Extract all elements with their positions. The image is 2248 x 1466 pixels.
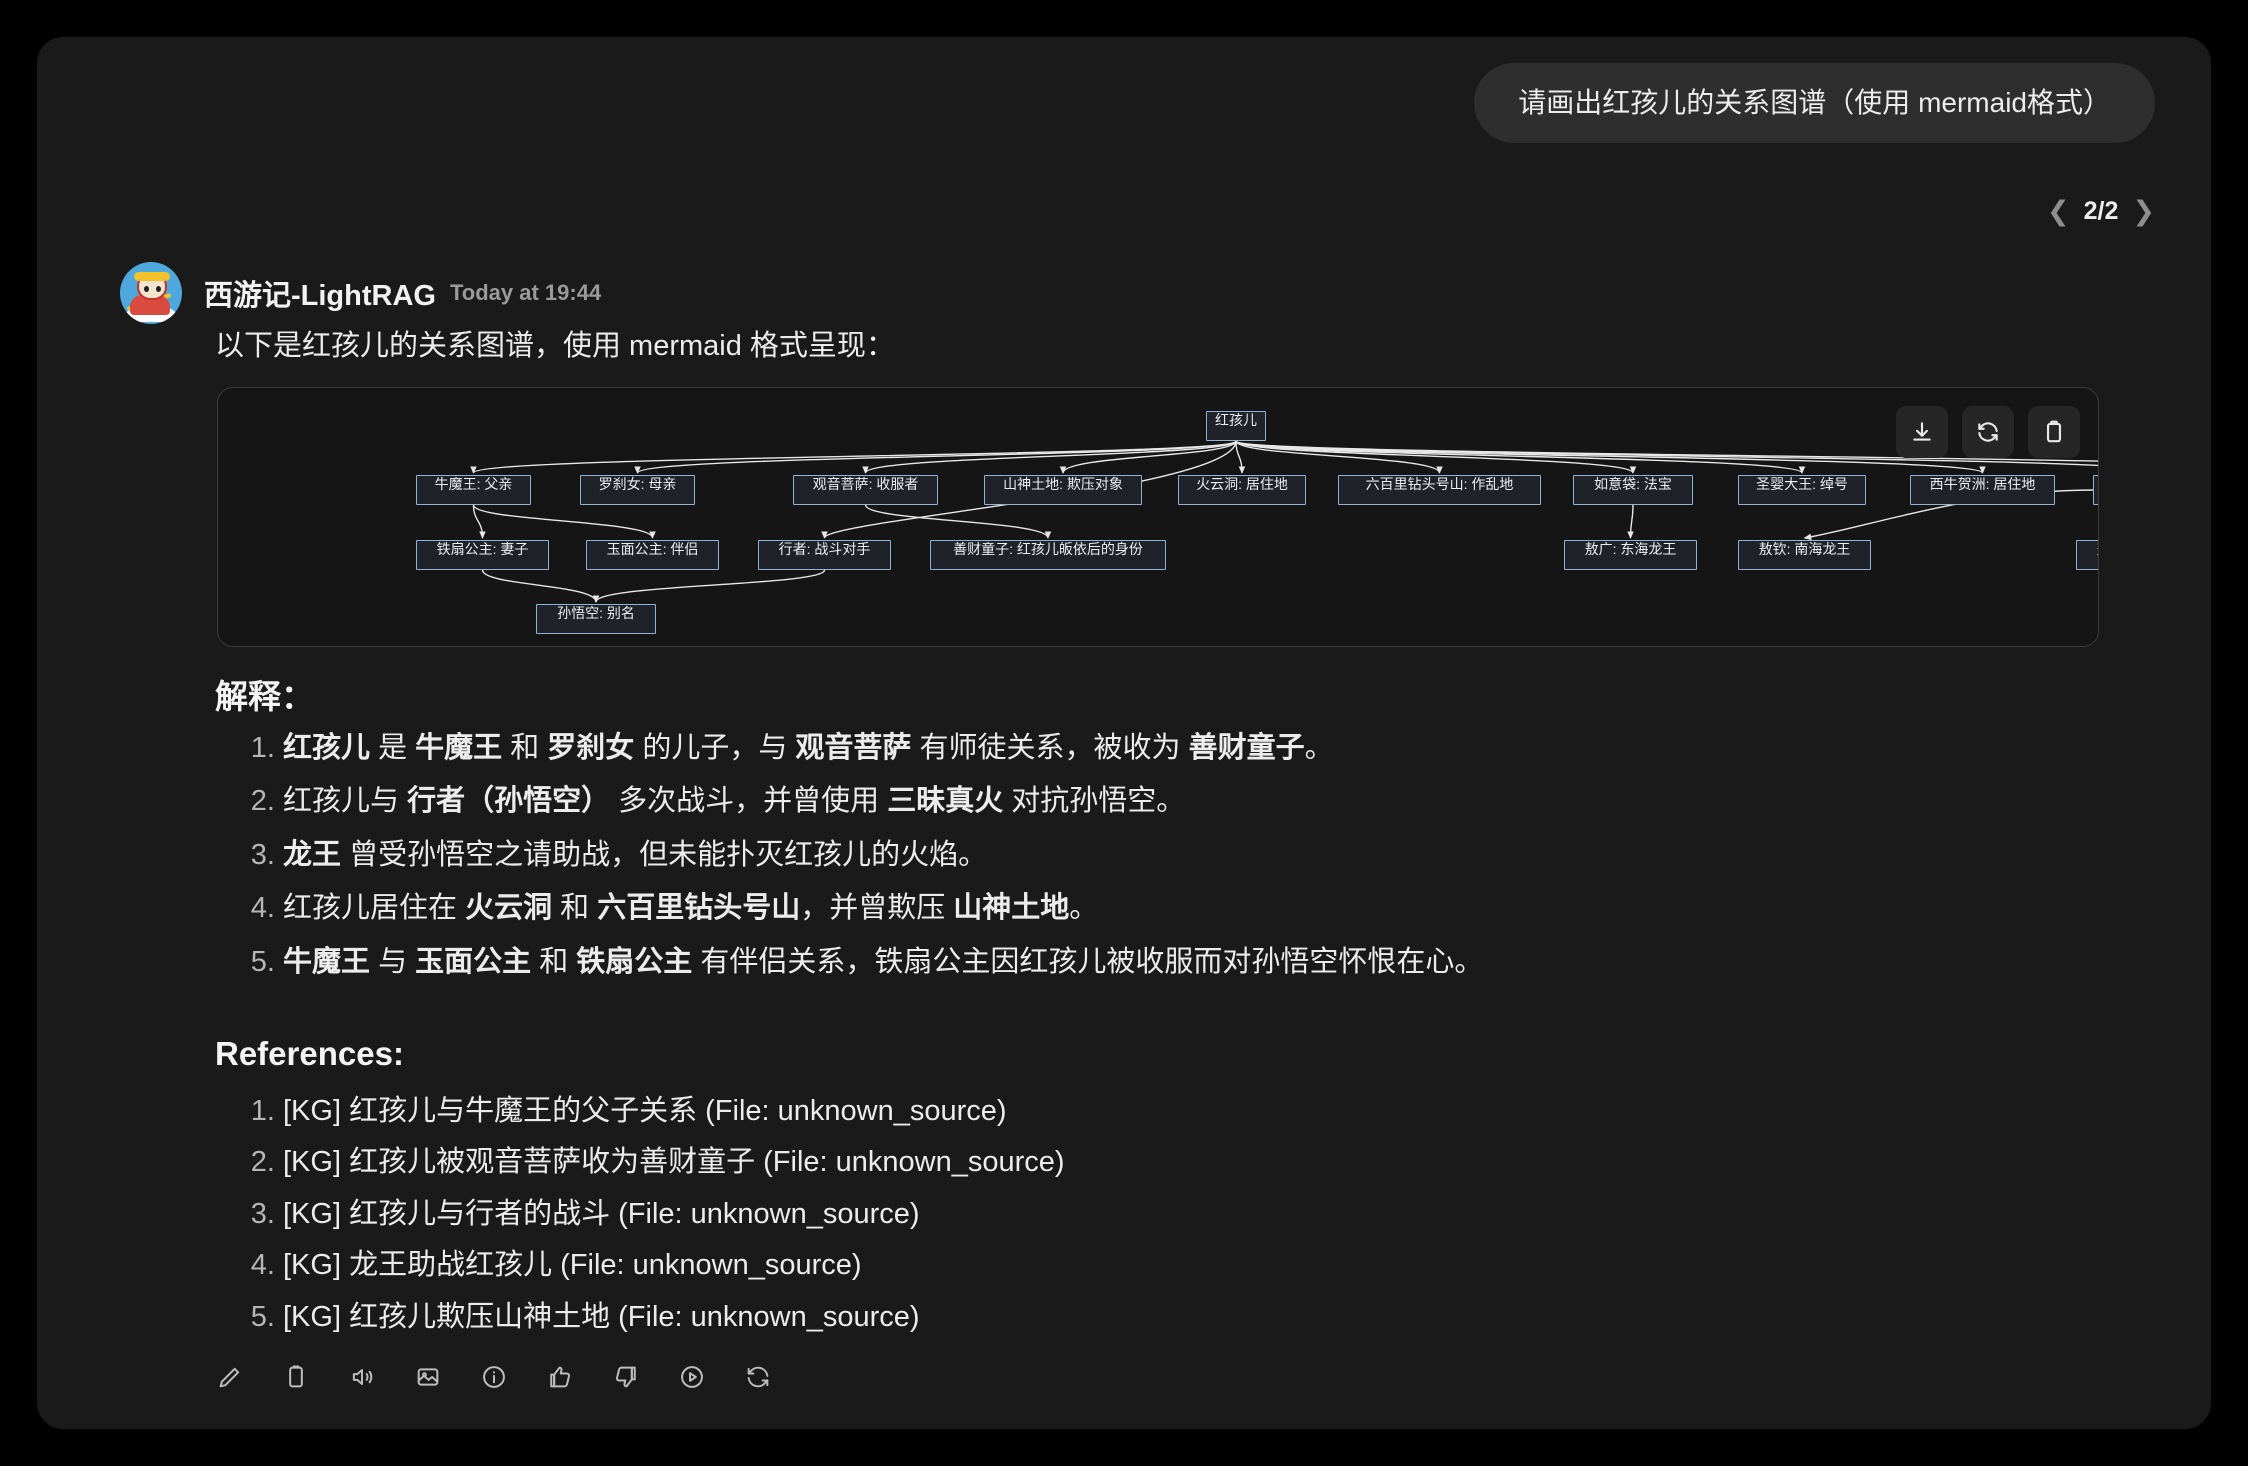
diagram-node[interactable]: 善财童子: 红孩儿皈依后的身份 [930,540,1166,570]
refresh-icon[interactable] [1962,406,2014,458]
diagram-edge [1235,440,1443,474]
thumbs-down-icon[interactable] [611,1362,641,1392]
user-prompt-bubble: 请画出红孩儿的关系图谱（使用 mermaid格式） [1474,63,2155,144]
diagram-edge [1235,440,1637,474]
diagram-edge [1059,440,1237,474]
refresh-icon[interactable] [743,1362,773,1392]
list-item: [KG] 红孩儿被观音菩萨收为善财童子 (File: unknown_sourc… [283,1143,2083,1182]
diagram-node[interactable]: 玉面公主: 伴侣 [586,540,719,570]
diagram-toolbar [1896,406,2080,458]
diagram-edge [472,504,656,539]
copy-icon[interactable] [281,1362,311,1392]
diagram-edge [1235,440,2098,462]
list-item: 红孩儿居住在 火云洞 和 六百里钻头号山，并曾欺压 山神土地。 [283,889,2083,928]
references-list: [KG] 红孩儿与牛魔王的父子关系 (File: unknown_source)… [215,1092,2083,1349]
message-action-bar [215,1362,773,1392]
diagram-node[interactable]: 六百里钻头号山: 作乱地 [1338,475,1541,505]
diagram-node[interactable]: 观音菩萨: 收服者 [793,475,938,505]
diagram-node[interactable]: 敖广: 东海龙王 [1564,540,1697,570]
diagram-edge [1235,440,1806,474]
diagram-node[interactable]: 孙悟空: 别名 [536,604,656,634]
diagram-edge [481,569,600,603]
diagram-edge [864,504,1052,539]
diagram-node[interactable]: 西牛贺洲: 居住地 [1910,475,2055,505]
diagram-node[interactable]: 如意袋: 法宝 [1573,475,1693,505]
diagram-node[interactable]: 罗刹女: 母亲 [580,475,695,505]
diagram-node[interactable]: 火云洞: 居住地 [1178,475,1306,505]
references-heading: References: [215,1035,404,1072]
download-icon[interactable] [1896,406,1948,458]
diagram-edge [1627,504,1634,539]
diagram-node[interactable]: 圣婴大王: 绰号 [1738,475,1866,505]
list-item: [KG] 红孩儿与行者的战斗 (File: unknown_source) [283,1195,2083,1234]
list-item: 牛魔王 与 玉面公主 和 铁扇公主 有伴侣关系，铁扇公主因红孩儿被收服而对孙悟空… [283,943,2083,982]
monkey-king-avatar [120,262,182,324]
diagram-node[interactable]: 牛魔王: 父亲 [416,475,531,505]
image-icon[interactable] [413,1362,443,1392]
diagram-node[interactable]: 红孩儿 [1206,411,1266,441]
chat-panel: 请画出红孩儿的关系图谱（使用 mermaid格式） ❮ 2/2 ❯ 西游记-Li… [37,37,2211,1429]
list-item: 红孩儿与 行者（孙悟空） 多次战斗，并曾使用 三昧真火 对抗孙悟空。 [283,782,2083,821]
list-item: [KG] 红孩儿欺压山神土地 (File: unknown_source) [283,1298,2083,1337]
diagram-node[interactable]: 敖钦: 南海龙王 [1738,540,1871,570]
list-item: [KG] 龙王助战红孩儿 (File: unknown_source) [283,1246,2083,1285]
message-intro-text: 以下是红孩儿的关系图谱，使用 mermaid 格式呈现： [215,330,895,362]
diagram-node[interactable]: 行者: 战斗对手 [758,540,891,570]
diagram-node[interactable]: 敖闰: 北海龙王 [2076,540,2098,570]
diagram-edge [470,440,1237,474]
sender-name: 西游记-LightRAG [204,280,436,312]
diagram-node[interactable]: 山神土地: 欺压对象 [984,475,1142,505]
diagram-edge [634,440,1237,474]
pagination-label: 2/2 [2083,197,2119,225]
chevron-left-icon[interactable]: ❮ [2046,196,2070,226]
list-item: 红孩儿 是 牛魔王 和 罗刹女 的儿子，与 观音菩萨 有师徒关系，被收为 善财童… [283,729,2083,768]
diagram-node[interactable]: 铁扇公主: 妻子 [416,540,549,570]
edit-icon[interactable] [215,1362,245,1392]
assistant-message-header: 西游记-LightRAG Today at 19:44 [120,262,601,324]
info-icon[interactable] [479,1362,509,1392]
chevron-right-icon[interactable]: ❯ [2132,196,2155,226]
diagram-edges [470,440,2098,603]
diagram-edge [1235,440,1986,474]
play-icon[interactable] [677,1362,707,1392]
diagram-edge [592,569,826,603]
copy-icon[interactable] [2028,406,2080,458]
message-timestamp: Today at 19:44 [449,280,602,305]
diagram-edge [472,504,486,539]
list-item: 龙王 曾受孙悟空之请助战，但未能扑灭红孩儿的火焰。 [283,836,2083,875]
speaker-icon[interactable] [347,1362,377,1392]
message-pagination: ❮ 2/2 ❯ [2047,197,2155,226]
diagram-edge [1235,440,1246,474]
explanation-list: 红孩儿 是 牛魔王 和 罗刹女 的儿子，与 观音菩萨 有师徒关系，被收为 善财童… [215,729,2083,996]
mermaid-diagram-container[interactable]: 红孩儿牛魔王: 父亲 罗刹女: 母亲 观音菩萨: 收服者 山神土地: 欺压对象 火云洞:… [217,387,2099,647]
diagram-node[interactable]: 大力牛魔王: 父亲 [2093,475,2098,505]
user-message-row: 请画出红孩儿的关系图谱（使用 mermaid格式） [555,63,2155,144]
list-item: [KG] 红孩儿与牛魔王的父子关系 (File: unknown_source) [283,1092,2083,1131]
diagram-edge [862,440,1237,474]
thumbs-up-icon[interactable] [545,1362,575,1392]
explanation-heading: 解释： [215,678,314,715]
